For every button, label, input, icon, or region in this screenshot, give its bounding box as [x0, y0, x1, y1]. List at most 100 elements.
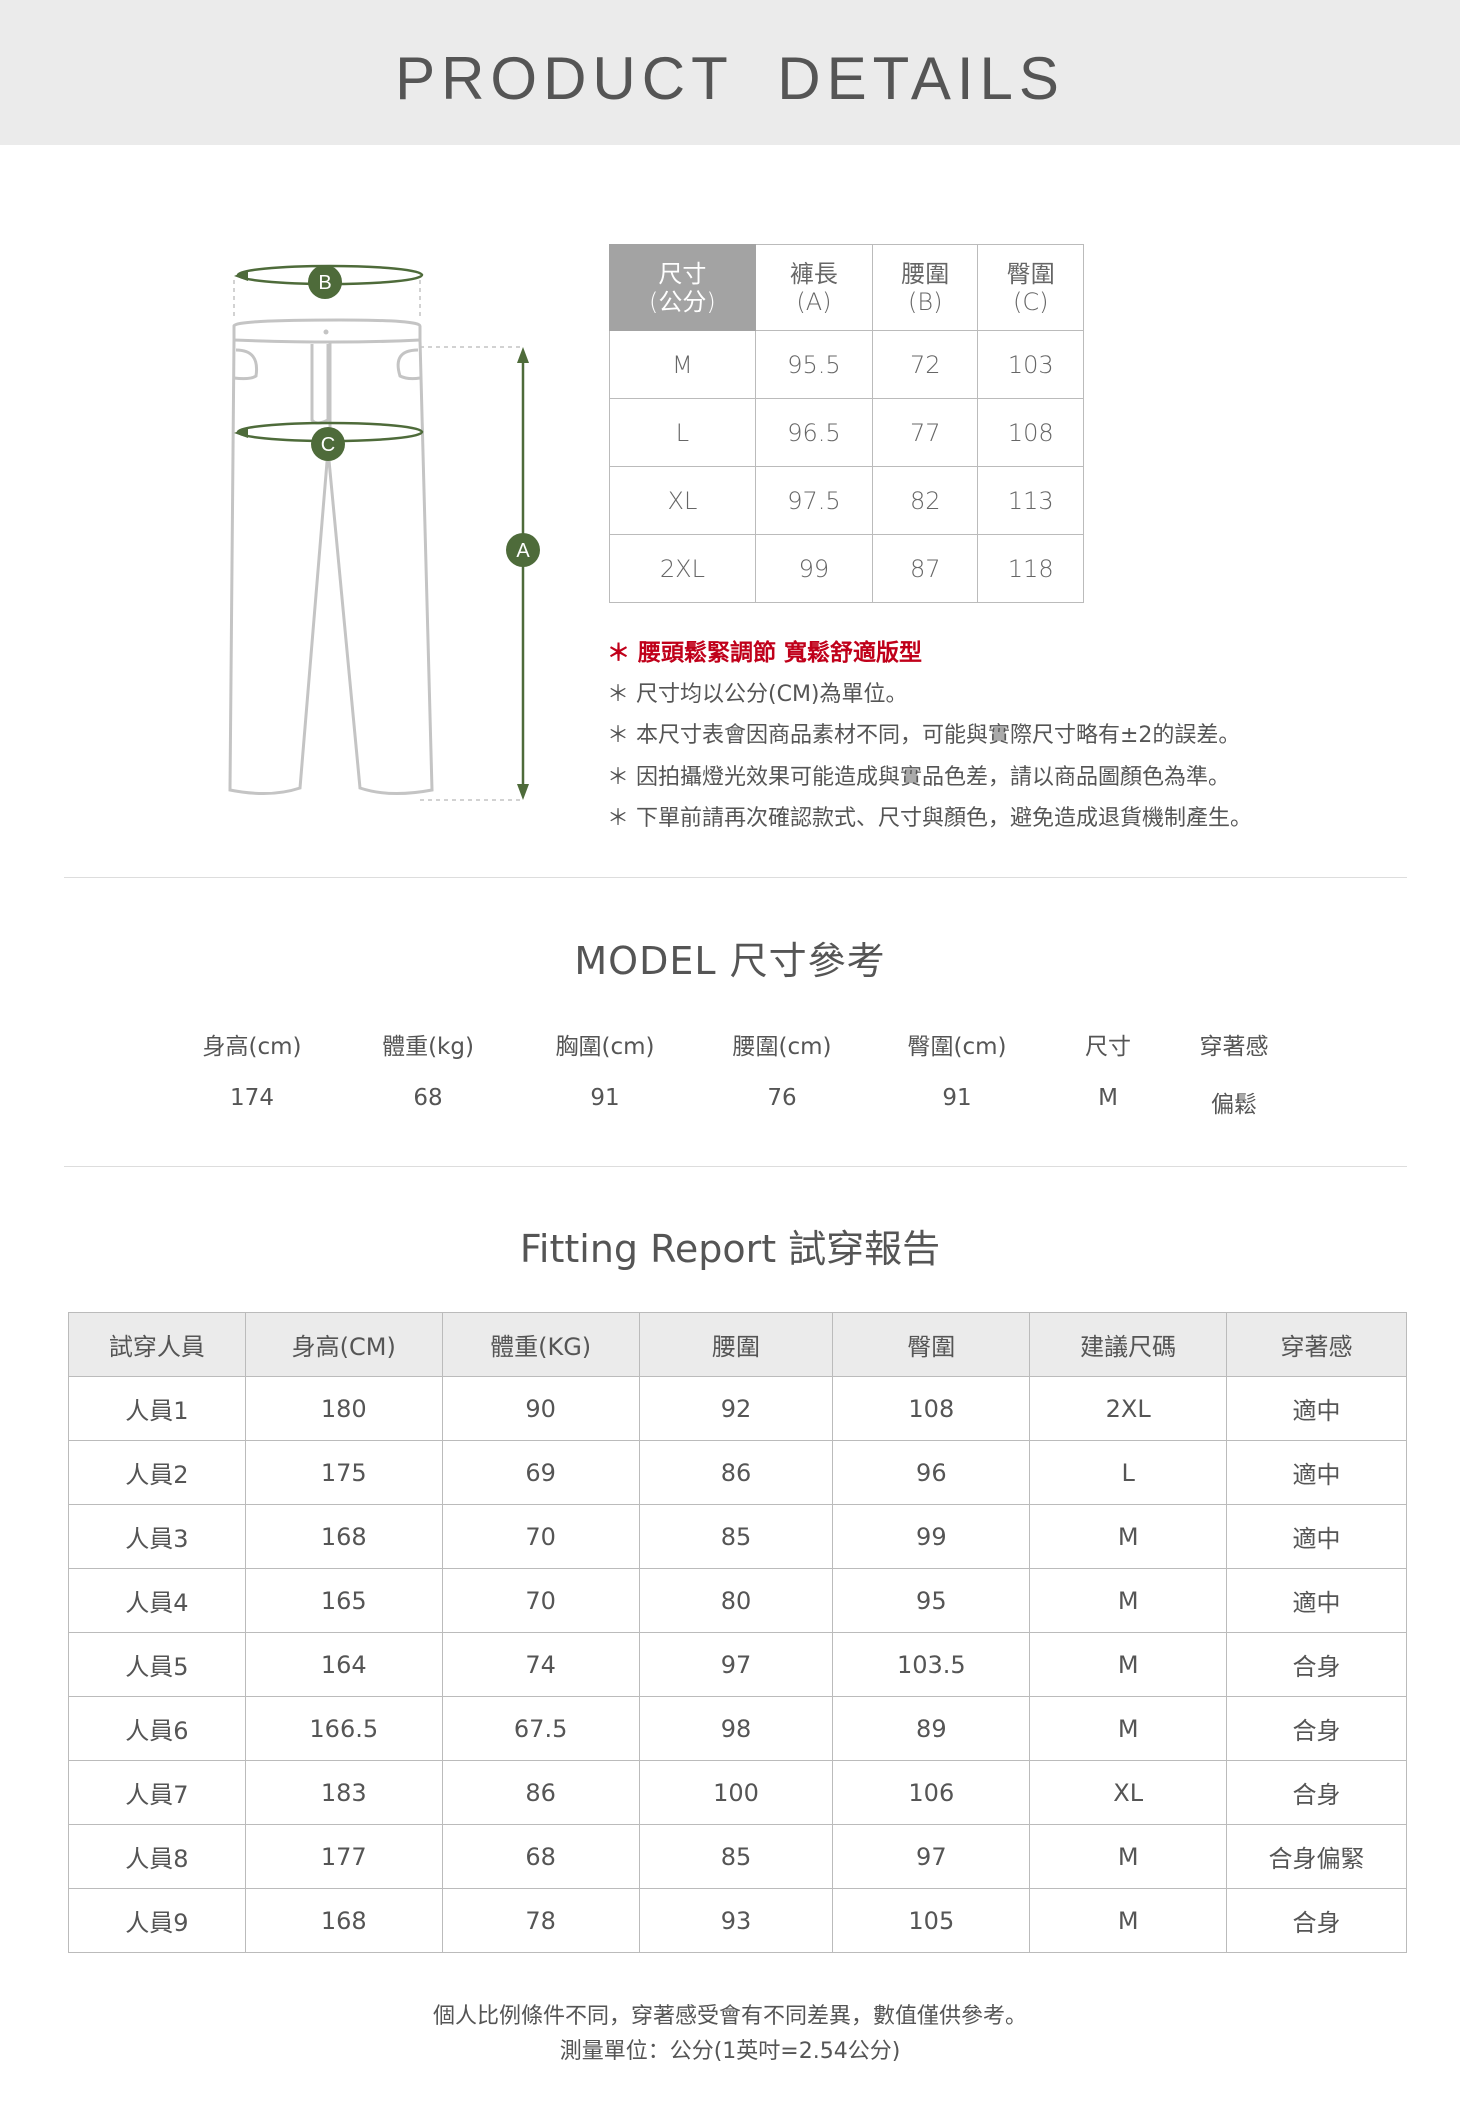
fitting-cell: 80: [638, 1568, 834, 1633]
fitting-cell: 175: [244, 1440, 443, 1505]
fitting-cell: 164: [244, 1632, 443, 1697]
table-row: 人員1 180 90 92 108 2XL 適中: [68, 1376, 1407, 1441]
fitting-header: 身高(CM): [244, 1312, 443, 1377]
fitting-cell: 168: [244, 1504, 443, 1569]
fitting-cell: 103.5: [832, 1632, 1031, 1697]
fitting-cell: 168: [244, 1888, 443, 1953]
model-header: 穿著感: [1199, 1034, 1269, 1060]
fitting-cell: 合身: [1226, 1760, 1407, 1825]
table-row: 人員9 168 78 93 105 M 合身: [68, 1888, 1407, 1953]
fitting-header: 體重(KG): [441, 1312, 640, 1377]
fitting-cell: 適中: [1226, 1504, 1407, 1569]
fitting-cell: 97: [638, 1632, 834, 1697]
header-hip: 臀圍 (C): [977, 244, 1084, 331]
label-a-badge: [506, 533, 540, 567]
model-header: 腰圍(cm): [732, 1034, 832, 1060]
model-header: 體重(kg): [382, 1034, 474, 1060]
size-cell: L: [609, 398, 756, 467]
fitting-cell: 74: [441, 1632, 640, 1697]
fitting-cell: 85: [638, 1824, 834, 1889]
fitting-cell: 69: [441, 1440, 640, 1505]
label-b: B: [318, 272, 331, 294]
model-header: 尺寸: [1085, 1034, 1131, 1060]
fitting-cell: 89: [832, 1696, 1031, 1761]
size-row: 2XL 99 87 118: [609, 534, 1084, 603]
divider: [64, 1166, 1407, 1167]
size-cell: 97.5: [754, 466, 874, 535]
footer-note: 個人比例條件不同，穿著感受會有不同差異，數值僅供參考。: [432, 2004, 1027, 2029]
table-row: 人員3 168 70 85 99 M 適中: [68, 1504, 1407, 1569]
header-length: 褲長 (A): [754, 244, 874, 331]
pants-diagram: B C A: [228, 264, 540, 801]
fitting-cell: M: [1029, 1696, 1228, 1761]
table-row: 人員6 166.5 67.5 98 89 M 合身: [68, 1696, 1407, 1761]
fitting-cell: 人員6: [68, 1696, 246, 1761]
size-cell: 2XL: [609, 534, 756, 603]
fitting-header: 腰圍: [638, 1312, 834, 1377]
size-cell: 99: [754, 534, 874, 603]
fitting-cell: 人員3: [68, 1504, 246, 1569]
fitting-cell: 86: [441, 1760, 640, 1825]
size-cell: 87: [871, 534, 979, 603]
fitting-cell: M: [1029, 1568, 1228, 1633]
fitting-header: 臀圍: [832, 1312, 1031, 1377]
fitting-cell: 人員8: [68, 1824, 246, 1889]
note: ＊ 下單前請再次確認款式、尺寸與顏色，避免造成退貨機制產生。: [607, 806, 1252, 831]
note-highlight: ＊ 腰頭鬆緊調節 寬鬆舒適版型: [607, 640, 923, 666]
size-cell: 82: [871, 466, 979, 535]
notes: ＊ 腰頭鬆緊調節 寬鬆舒適版型 ＊ 尺寸均以公分(CM)為單位。 ＊ 本尺寸表會…: [607, 633, 1252, 841]
fitting-cell: 105: [832, 1888, 1031, 1953]
fitting-title: Fitting Report 試穿報告: [519, 1227, 941, 1271]
fitting-cell: M: [1029, 1632, 1228, 1697]
fitting-cell: 86: [638, 1440, 834, 1505]
fitting-cell: 78: [441, 1888, 640, 1953]
label-c: C: [321, 434, 335, 456]
fitting-cell: 90: [441, 1376, 640, 1441]
fitting-cell: M: [1029, 1504, 1228, 1569]
fitting-cell: 合身: [1226, 1632, 1407, 1697]
fitting-cell: 98: [638, 1696, 834, 1761]
size-cell: 77: [871, 398, 979, 467]
fitting-cell: 97: [832, 1824, 1031, 1889]
model-title: MODEL 尺寸參考: [574, 939, 886, 983]
fitting-header: 試穿人員: [68, 1312, 246, 1377]
fitting-cell: 適中: [1226, 1440, 1407, 1505]
fitting-cell: 人員1: [68, 1376, 246, 1441]
fitting-table: 試穿人員 身高(CM) 體重(KG) 腰圍 臀圍 建議尺碼 穿著感 人員1 180 90 92 10…: [68, 1312, 1407, 1953]
page-title: PRODUCT DETAILS: [395, 45, 1065, 112]
fitting-header: 穿著感: [1226, 1312, 1407, 1377]
model-header: 胸圍(cm): [555, 1034, 655, 1060]
model-value: M: [1098, 1085, 1118, 1111]
model-header: 臀圍(cm): [907, 1034, 1007, 1060]
model-value: 91: [942, 1085, 972, 1111]
fitting-cell: 67.5: [441, 1696, 640, 1761]
model-header: 身高(cm): [202, 1034, 302, 1060]
fitting-cell: 99: [832, 1504, 1031, 1569]
header-size: 尺寸 (公分): [609, 244, 756, 331]
fitting-cell: 108: [832, 1376, 1031, 1441]
size-cell: XL: [609, 466, 756, 535]
table-row: 人員2 175 69 86 96 L 適中: [68, 1440, 1407, 1505]
table-row: 人員8 177 68 85 97 M 合身偏緊: [68, 1824, 1407, 1889]
note: ＊ 因拍攝燈光效果可能造成與實品色差，請以商品圖顏色為準。: [607, 764, 1230, 790]
fitting-cell: 70: [441, 1504, 640, 1569]
fitting-cell: XL: [1029, 1760, 1228, 1825]
fitting-cell: 適中: [1226, 1376, 1407, 1441]
fitting-cell: 人員9: [68, 1888, 246, 1953]
fitting-header: 建議尺碼: [1029, 1312, 1228, 1377]
size-row: XL 97.5 82 113: [609, 466, 1084, 535]
fitting-cell: 合身偏緊: [1226, 1824, 1407, 1889]
model-value: 91: [590, 1085, 620, 1111]
size-cell: 96.5: [754, 398, 874, 467]
model-value: 68: [413, 1085, 443, 1111]
table-row: 人員5 164 74 97 103.5 M 合身: [68, 1632, 1407, 1697]
model-value: 174: [230, 1085, 274, 1111]
fitting-cell: 96: [832, 1440, 1031, 1505]
header-bar: PRODUCT DETAILS: [0, 0, 1460, 145]
fitting-cell: 93: [638, 1888, 834, 1953]
header-waist: 腰圍 (B): [871, 244, 979, 331]
note: ＊ 尺寸均以公分(CM)為單位。: [607, 681, 908, 707]
model-value: 76: [767, 1085, 797, 1111]
fitting-cell: 183: [244, 1760, 443, 1825]
fitting-cell: 106: [832, 1760, 1031, 1825]
